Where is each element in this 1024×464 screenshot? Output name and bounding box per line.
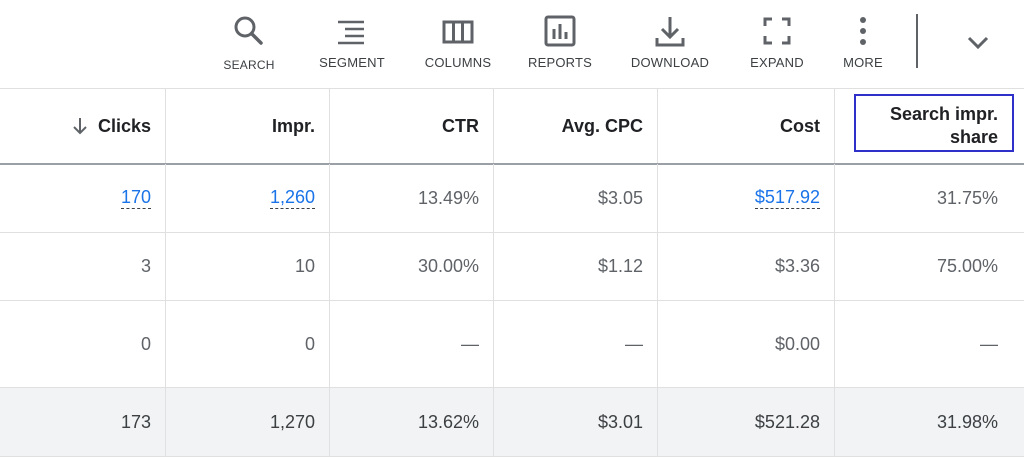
clicks-link[interactable]: 170 xyxy=(120,187,151,209)
columns-label: COLUMNS xyxy=(424,55,492,70)
chevron-down-icon xyxy=(967,36,989,50)
cell-sis: 31.75% xyxy=(936,187,998,208)
total-row: 173 1,270 13.62% $3.01 $521.28 31.98% xyxy=(0,388,1024,457)
toolbar-divider xyxy=(916,14,918,68)
download-label: DOWNLOAD xyxy=(630,55,710,70)
highlight-box xyxy=(854,94,1014,152)
cell-sis: — xyxy=(980,333,998,354)
cell-clicks: 170 xyxy=(0,164,166,232)
expand-label: EXPAND xyxy=(750,55,804,70)
segment-icon xyxy=(338,20,364,45)
header-ctr-label: CTR xyxy=(442,115,479,136)
header-cost[interactable]: Cost xyxy=(658,89,835,163)
download-button[interactable]: DOWNLOAD xyxy=(622,10,718,80)
header-avg-cpc-label: Avg. CPC xyxy=(561,115,643,136)
header-avg-cpc[interactable]: Avg. CPC xyxy=(494,89,658,163)
search-icon xyxy=(234,16,263,45)
header-cost-label: Cost xyxy=(780,115,820,136)
cell-ctr: 30.00% xyxy=(330,233,494,300)
table-row: 3 10 30.00% $1.12 $3.36 75.00% xyxy=(0,233,1024,301)
header-impr-label: Impr. xyxy=(271,115,315,136)
cell-avg-cpc: $3.05 xyxy=(494,164,658,232)
table-row: 0 0 — — $0.00 — xyxy=(0,301,1024,388)
cell-ctr: 13.49% xyxy=(330,164,494,232)
more-label: MORE xyxy=(843,55,883,70)
search-label: SEARCH xyxy=(223,58,275,72)
reports-label: REPORTS xyxy=(527,55,592,70)
header-sis-line1: Search impr. xyxy=(889,104,998,124)
cell-clicks: 3 xyxy=(0,233,166,300)
table-toolbar: SEARCH SEGMENT COLUMNS REPORTS DOWNLOAD … xyxy=(0,0,1024,88)
segment-button[interactable]: SEGMENT xyxy=(304,10,400,80)
sort-arrow-down-icon xyxy=(70,116,90,136)
cell-sis: 75.00% xyxy=(936,256,998,276)
total-impr: 1,270 xyxy=(166,388,330,456)
reports-button[interactable]: REPORTS xyxy=(512,10,608,80)
table-row: 170 1,260 13.49% $3.05 $517.92 31.75% xyxy=(0,164,1024,233)
expand-icon xyxy=(763,17,791,45)
reports-icon xyxy=(544,15,576,47)
expand-button[interactable]: EXPAND xyxy=(729,10,825,80)
header-clicks[interactable]: Clicks xyxy=(0,89,166,163)
total-sis: 31.98% xyxy=(936,411,998,432)
columns-button[interactable]: COLUMNS xyxy=(410,10,506,80)
download-icon xyxy=(655,17,685,47)
cell-cost: $517.92 xyxy=(658,164,835,232)
cell-impr: 0 xyxy=(166,301,330,387)
header-clicks-label: Clicks xyxy=(97,115,151,136)
cell-impr: 1,260 xyxy=(166,164,330,232)
cell-cost: $0.00 xyxy=(658,301,835,387)
total-avg-cpc: $3.01 xyxy=(494,388,658,456)
header-impr[interactable]: Impr. xyxy=(166,89,330,163)
header-sis-line2: share xyxy=(949,127,998,147)
cell-avg-cpc: $1.12 xyxy=(494,233,658,300)
cell-clicks: 0 xyxy=(0,301,166,387)
cell-ctr: — xyxy=(330,301,494,387)
segment-label: SEGMENT xyxy=(319,55,385,70)
cost-link[interactable]: $517.92 xyxy=(754,187,820,209)
more-icon xyxy=(860,17,866,45)
total-clicks: 173 xyxy=(0,388,166,456)
cell-cost: $3.36 xyxy=(658,233,835,300)
total-ctr: 13.62% xyxy=(330,388,494,456)
impr-link[interactable]: 1,260 xyxy=(269,187,315,209)
header-search-impr-share[interactable]: Search impr. share xyxy=(835,89,1024,163)
total-cost: $521.28 xyxy=(658,388,835,456)
cell-impr: 10 xyxy=(166,233,330,300)
more-button[interactable]: MORE xyxy=(815,10,911,80)
collapse-toggle-button[interactable] xyxy=(956,22,1000,62)
search-button[interactable]: SEARCH xyxy=(201,10,297,80)
header-ctr[interactable]: CTR xyxy=(330,89,494,163)
cell-avg-cpc: — xyxy=(494,301,658,387)
table-header-row: Clicks Impr. CTR Avg. CPC Cost Search im… xyxy=(0,88,1024,165)
columns-icon xyxy=(442,20,474,44)
